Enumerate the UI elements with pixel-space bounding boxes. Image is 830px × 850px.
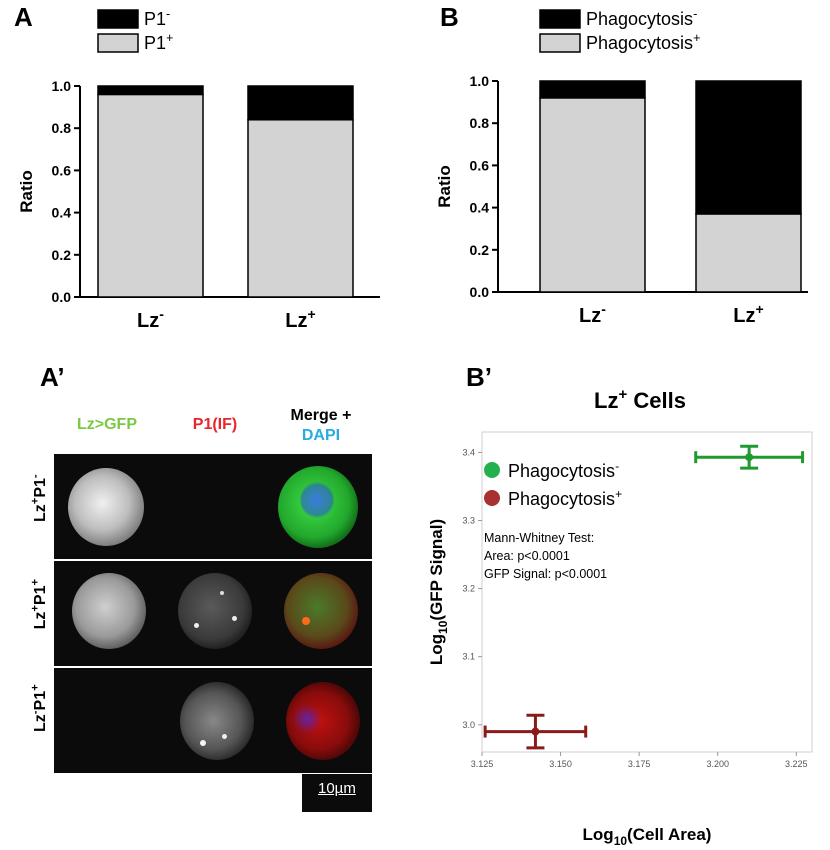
x-tick-label: 3.175	[628, 759, 651, 769]
y-tick-label: 0.2	[470, 242, 490, 258]
legend-swatch-1	[97, 9, 139, 29]
y-tick-label: 0.6	[470, 157, 490, 173]
column-label-p1: P1(IF)	[192, 416, 238, 433]
row-label-1: Lz+P1-	[29, 474, 50, 522]
bar-lower-1	[539, 97, 646, 293]
y-tick-label: 0.4	[52, 205, 72, 221]
legend-label-1: Phagocytosis-	[586, 7, 697, 29]
legend-label-1: Phagocytosis-	[508, 459, 619, 481]
row-label-3: Lz-P1+	[29, 684, 50, 732]
legend-label-1: P1-	[144, 7, 170, 29]
point-marker	[531, 727, 540, 736]
y-tick-label: 3.1	[462, 652, 475, 662]
panel-letter-a: A	[14, 2, 33, 32]
bar-chart-a: 0.0 0.2 0.4 0.6 0.8 1.0 Ratio Lz- Lz+ P1-P1+	[17, 7, 380, 332]
y-tick-label: 0.8	[470, 115, 490, 131]
y-tick-label: 3.4	[462, 447, 475, 457]
annotation-line-2: Area: p<0.0001	[484, 549, 570, 563]
chart-title: Lz+ Cells	[594, 386, 686, 413]
legend-dot-1	[484, 462, 500, 478]
y-tick-label: 0.2	[52, 247, 72, 263]
bar-lower-2	[247, 119, 354, 298]
annotation-line-1: Mann-Whitney Test:	[484, 531, 594, 545]
category-label-1: Lz-	[579, 301, 606, 327]
scatter-chart-b-prime: Lz+ Cells 3.125 3.150 3.175 3.200 3.225 3.0 3.1…	[427, 386, 813, 848]
bar-upper-2	[695, 80, 802, 215]
y-axis-title: Ratio	[435, 165, 454, 208]
y-tick-label: 3.2	[462, 584, 475, 594]
bar-upper-2	[247, 85, 354, 121]
micrograph-p1-row3	[160, 668, 266, 773]
micrograph-gfp-row1	[54, 454, 160, 559]
category-label-2: Lz+	[285, 306, 315, 332]
micrograph-gfp-row2	[54, 561, 160, 666]
panel-letter-b: B	[440, 2, 459, 32]
y-tick-label: 1.0	[52, 78, 72, 94]
y-tick-label: 0.4	[470, 200, 490, 216]
column-label-gfp: Lz>GFP	[76, 416, 137, 433]
micrograph-p1-row1	[160, 454, 266, 559]
micrograph-p1-row2	[160, 561, 266, 666]
x-tick-label: 3.225	[785, 759, 808, 769]
legend-swatch-2	[97, 33, 139, 53]
scale-bar-label: 10µm	[318, 780, 356, 797]
bar-lower-1	[97, 93, 204, 298]
annotation-line-3: GFP Signal: p<0.0001	[484, 567, 607, 581]
panel-letter-b-prime: B’	[466, 362, 492, 392]
plot-frame	[481, 431, 813, 753]
micrograph-gfp-row3	[54, 668, 160, 773]
y-tick-label: 3.0	[462, 720, 475, 730]
legend-label-2: Phagocytosis+	[508, 487, 622, 509]
y-tick-label: 0.8	[52, 120, 72, 136]
scale-bar-box: 10µm	[302, 774, 372, 812]
panel-letter-a-prime: A’	[40, 362, 65, 392]
column-label-merge: Merge + DAPI	[290, 407, 352, 444]
micrograph-panel: Lz>GFP P1(IF) Merge + DAPI Lz+P1- Lz+P1+ …	[0, 380, 420, 850]
x-tick-label: 3.150	[549, 759, 572, 769]
y-axis-title: Ratio	[17, 170, 36, 213]
micrograph-merge-row1	[266, 454, 372, 559]
y-tick-label: 0.0	[470, 284, 490, 300]
data-point-1	[694, 444, 805, 470]
x-tick-label: 3.125	[471, 759, 494, 769]
legend-label-2: P1+	[144, 31, 173, 53]
category-label-1: Lz-	[137, 306, 164, 332]
legend-label-2: Phagocytosis+	[586, 31, 700, 53]
y-tick-label: 1.0	[470, 73, 490, 89]
category-label-2: Lz+	[733, 301, 763, 327]
legend-dot-2	[484, 490, 500, 506]
y-tick-label: 0.6	[52, 162, 72, 178]
legend-swatch-2	[539, 33, 581, 53]
y-axis-title: Log10(GFP Signal)	[427, 519, 450, 665]
bar-upper-1	[539, 80, 646, 99]
micrograph-merge-row3	[266, 668, 372, 773]
x-axis-title: Log10(Cell Area)	[583, 825, 712, 848]
bar-chart-b: 0.0 0.2 0.4 0.6 0.8 1.0 Ratio Lz- Lz+ Phagocytosi…	[435, 7, 808, 327]
row-label-2: Lz+P1+	[29, 578, 50, 630]
y-tick-label: 0.0	[52, 289, 72, 305]
data-point-2	[483, 713, 588, 750]
bar-lower-2	[695, 213, 802, 293]
x-tick-label: 3.200	[706, 759, 729, 769]
micrograph-merge-row2	[266, 561, 372, 666]
legend-swatch-1	[539, 9, 581, 29]
point-marker	[745, 453, 754, 462]
y-tick-label: 3.3	[462, 516, 475, 526]
bar-upper-1	[97, 85, 204, 96]
